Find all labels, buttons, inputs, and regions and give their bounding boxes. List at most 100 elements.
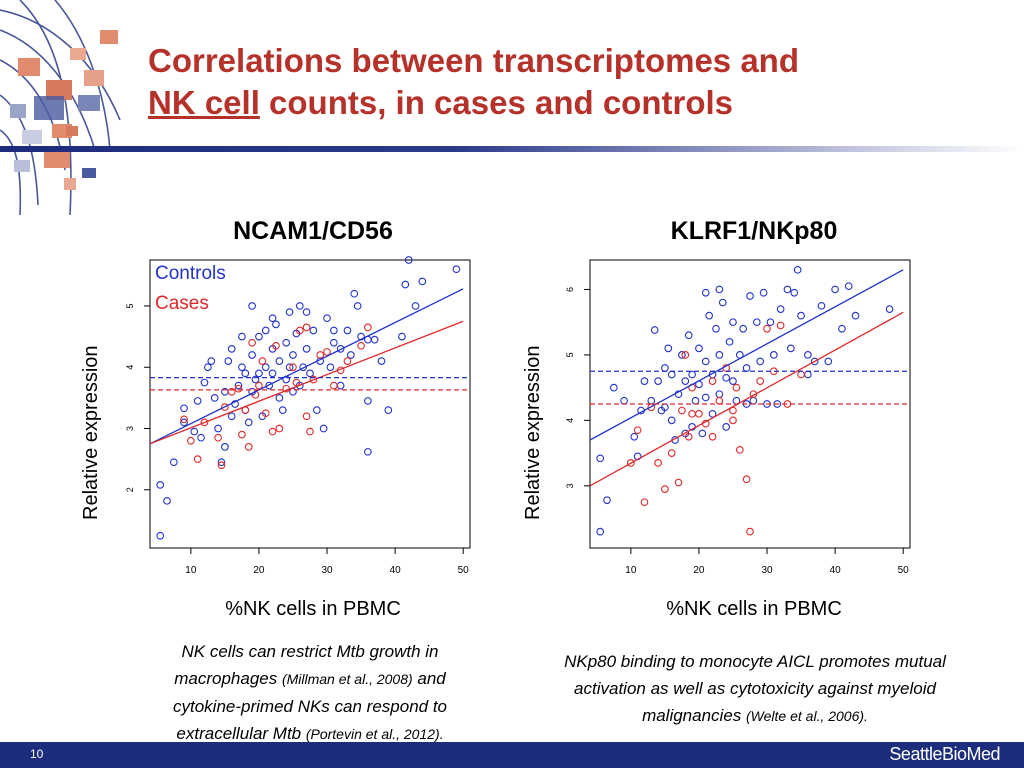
case-point	[193, 455, 202, 463]
control-point	[701, 288, 710, 297]
case-point	[364, 323, 372, 332]
control-point	[783, 285, 792, 294]
control-point	[350, 289, 359, 298]
control-point	[238, 363, 246, 372]
x-tick-label: 40	[390, 565, 402, 576]
control-point	[169, 458, 178, 467]
control-point	[282, 338, 291, 347]
case-point	[180, 415, 188, 424]
caption1-reference2: (Portevin et al., 2012).	[305, 726, 444, 742]
control-point	[759, 288, 768, 297]
case-point	[302, 412, 311, 421]
control-point	[193, 397, 202, 405]
caption2-line1: NKp80 binding to monocyte AICL promotes …	[564, 652, 946, 671]
y-tick-label: 2	[125, 487, 135, 492]
caption1-line4: extracellular Mtb	[176, 724, 306, 743]
control-point	[289, 351, 297, 359]
case-point	[309, 375, 318, 384]
control-point	[630, 432, 639, 441]
x-tick-label: 10	[625, 565, 637, 576]
control-point	[180, 418, 188, 427]
control-point	[347, 351, 355, 359]
control-point	[244, 418, 253, 427]
case-point	[695, 409, 703, 418]
chart1-title: NCAM1/CD56	[233, 217, 393, 245]
control-point	[790, 288, 799, 297]
y-tick-label: 4	[125, 365, 135, 370]
case-point	[357, 341, 365, 350]
control-point	[838, 324, 846, 333]
controls-regression-line	[590, 269, 904, 441]
chart1-scatter-plot: 10 20 30 40 50 2 3 4 5 Controls Cases	[125, 256, 471, 576]
control-point	[384, 406, 393, 414]
case-point	[678, 406, 686, 415]
case-point	[244, 443, 253, 451]
controls-regression-line	[150, 288, 464, 445]
case-point	[684, 432, 693, 441]
case-point	[732, 383, 741, 392]
control-point	[234, 381, 243, 390]
case-point	[763, 324, 771, 333]
control-point	[261, 326, 270, 335]
control-point	[323, 314, 331, 323]
case-point	[289, 363, 297, 372]
control-point	[326, 363, 335, 372]
page-number: 10	[30, 747, 44, 761]
control-point	[353, 302, 362, 310]
control-point	[773, 400, 782, 408]
case-point	[797, 370, 805, 379]
control-point	[238, 332, 246, 341]
control-point	[156, 531, 165, 540]
control-point	[214, 424, 222, 433]
x-tick-label: 10	[185, 565, 197, 576]
control-point	[746, 292, 754, 300]
cases-regression-line	[150, 320, 464, 445]
control-point	[688, 370, 696, 379]
control-point	[364, 447, 372, 456]
case-point	[729, 416, 737, 425]
case-point	[234, 384, 243, 393]
control-point	[698, 429, 707, 438]
control-point	[640, 377, 649, 385]
control-point	[647, 396, 656, 405]
brand-logo: SeattleBioMed	[889, 744, 1000, 764]
control-point	[667, 370, 676, 379]
chart2-title: KLRF1/NKp80	[670, 217, 838, 245]
control-point	[180, 404, 188, 413]
control-point	[756, 357, 765, 366]
control-point	[715, 390, 724, 399]
control-point	[261, 363, 270, 372]
case-point	[227, 387, 236, 396]
control-point	[769, 351, 778, 359]
case-point	[647, 403, 656, 412]
case-point	[200, 418, 209, 427]
control-point	[793, 265, 802, 274]
control-point	[661, 364, 669, 372]
control-point	[404, 256, 413, 264]
control-point	[295, 302, 304, 310]
x-tick-label: 20	[253, 565, 265, 576]
case-point	[681, 351, 690, 359]
case-point	[667, 449, 676, 457]
case-point	[272, 341, 280, 350]
case-point	[688, 409, 696, 418]
control-point	[667, 416, 676, 425]
control-point	[722, 373, 731, 382]
control-point	[797, 311, 805, 320]
control-point	[241, 369, 250, 378]
control-point	[285, 308, 294, 316]
control-point	[831, 285, 839, 294]
control-point	[715, 285, 724, 294]
control-point	[712, 324, 720, 333]
control-point	[285, 363, 294, 372]
nk-cell-link[interactable]: NK cell	[148, 84, 260, 121]
chart1-x-axis-label: %NK cells in PBMC	[225, 598, 401, 620]
case-point	[633, 426, 642, 435]
y-tick-label: 4	[565, 418, 575, 423]
case-point	[214, 433, 222, 442]
control-point	[248, 302, 256, 310]
control-point	[329, 338, 338, 347]
control-point	[364, 397, 372, 405]
control-point	[729, 377, 737, 385]
caption2-line2: activation as well as cytotoxicity again…	[574, 679, 936, 698]
